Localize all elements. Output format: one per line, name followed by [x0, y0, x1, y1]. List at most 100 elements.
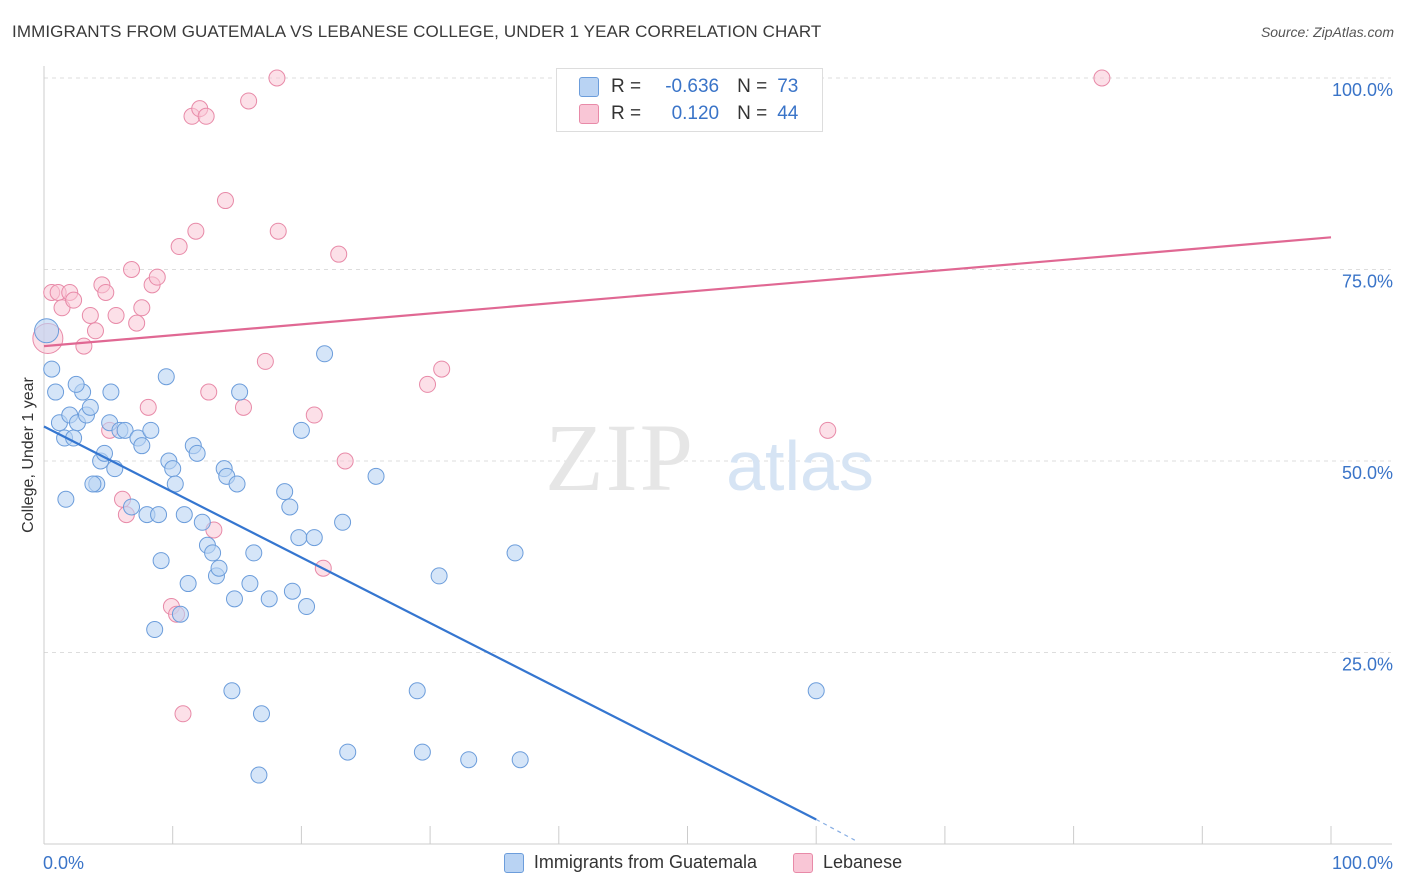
- guatemala-point: [171, 605, 189, 623]
- lebanese-point: [97, 283, 115, 301]
- y-tick-label: 100.0%: [1332, 80, 1393, 100]
- lebanese-point: [148, 268, 166, 286]
- lebanese-point: [174, 705, 192, 723]
- guatemala-point: [245, 544, 263, 562]
- guatemala-point: [34, 318, 60, 344]
- lebanese-point: [336, 452, 354, 470]
- guatemala-point: [179, 575, 197, 593]
- guatemala-point: [188, 444, 206, 462]
- lebanese-point: [65, 291, 83, 309]
- guatemala-point: [283, 582, 301, 600]
- guatemala-point: [231, 383, 249, 401]
- series-lebanese-points: [32, 69, 1111, 723]
- lebanese-point: [81, 306, 99, 324]
- lebanese-point: [187, 222, 205, 240]
- trend-lines: [43, 236, 1332, 841]
- guatemala-point: [367, 467, 385, 485]
- guatemala-trend-line: [43, 425, 817, 821]
- guatemala-point: [460, 751, 478, 769]
- guatemala-point: [166, 475, 184, 493]
- series-legend: Immigrants from Guatemala Lebanese: [0, 852, 1406, 873]
- lebanese-point: [269, 222, 287, 240]
- guatemala-point: [210, 559, 228, 577]
- lebanese-point: [234, 398, 252, 416]
- lebanese-point: [240, 92, 258, 110]
- source-credit: Source: ZipAtlas.com: [1260, 24, 1394, 40]
- guatemala-point: [193, 513, 211, 531]
- n-label: N =: [737, 103, 768, 124]
- guatemala-point: [152, 552, 170, 570]
- guatemala-point: [807, 682, 825, 700]
- x-tick-label: 0.0%: [43, 853, 84, 873]
- guatemala-point: [142, 421, 160, 439]
- chart-title: IMMIGRANTS FROM GUATEMALA VS LEBANESE CO…: [12, 22, 822, 41]
- lebanese-point: [433, 360, 451, 378]
- guatemala-point: [123, 498, 141, 516]
- stats-legend: R = -0.636 N = 73 R = 0.120 N = 44: [556, 68, 823, 132]
- guatemala-point: [430, 567, 448, 585]
- guatemala-point: [506, 544, 524, 562]
- watermark: ZIP atlas: [545, 404, 874, 511]
- guatemala-trend-extension: [815, 818, 856, 841]
- y-tick-label: 50.0%: [1342, 463, 1393, 483]
- guatemala-point: [133, 437, 151, 455]
- guatemala-point: [292, 421, 310, 439]
- lebanese-point: [133, 299, 151, 317]
- guatemala-point: [260, 590, 278, 608]
- y-tick-label: 75.0%: [1342, 272, 1393, 292]
- guatemala-point: [175, 506, 193, 524]
- tick-labels: 25.0% 50.0% 75.0% 100.0% 0.0% 100.0%: [43, 80, 1393, 873]
- guatemala-point: [81, 398, 99, 416]
- guatemala-point: [223, 682, 241, 700]
- guatemala-point: [47, 383, 65, 401]
- guatemala-point: [204, 544, 222, 562]
- lebanese-point: [216, 192, 234, 210]
- lebanese-point: [419, 375, 437, 393]
- lebanese-point: [170, 238, 188, 256]
- lebanese-point: [256, 352, 274, 370]
- lebanese-swatch: [579, 104, 599, 124]
- guatemala-point: [228, 475, 246, 493]
- guatemala-point: [164, 460, 182, 478]
- guatemala-point: [413, 743, 431, 761]
- lebanese-point: [1093, 69, 1111, 87]
- guatemala-point: [116, 421, 134, 439]
- x-tick-label: 100.0%: [1332, 853, 1393, 873]
- lebanese-point: [330, 245, 348, 263]
- guatemala-point: [290, 529, 308, 547]
- guatemala-point: [102, 383, 120, 401]
- guatemala-point: [225, 590, 243, 608]
- lebanese-point: [128, 314, 146, 332]
- guatemala-point: [157, 368, 175, 386]
- watermark-zip: ZIP: [545, 404, 695, 511]
- lebanese-point: [139, 398, 157, 416]
- lebanese-point: [107, 306, 125, 324]
- guatemala-point: [408, 682, 426, 700]
- series-guatemala-points: [34, 318, 825, 784]
- lebanese-point: [75, 337, 93, 355]
- n-value: 73: [777, 76, 799, 97]
- lebanese-trend-line: [43, 236, 1332, 348]
- lebanese-point: [86, 322, 104, 340]
- legend-item-lebanese: Lebanese: [793, 852, 902, 873]
- guatemala-point: [253, 705, 271, 723]
- legend-item-guatemala: Immigrants from Guatemala: [503, 852, 757, 873]
- guatemala-point: [43, 360, 61, 378]
- guatemala-point: [305, 529, 323, 547]
- r-value: 0.120: [671, 103, 720, 124]
- n-label: N =: [737, 76, 768, 97]
- y-axis-label: College, Under 1 year: [20, 377, 37, 533]
- y-tick-label: 25.0%: [1342, 655, 1393, 675]
- lebanese-point: [819, 421, 837, 439]
- guatemala-point: [57, 490, 75, 508]
- guatemala-point: [146, 621, 164, 639]
- lebanese-point: [197, 107, 215, 125]
- guatemala-point: [150, 506, 168, 524]
- legend-label: Immigrants from Guatemala: [533, 852, 757, 872]
- guatemala-point: [276, 483, 294, 501]
- stats-row-guatemala: R = -0.636 N = 73: [579, 75, 798, 99]
- lebanese-point: [305, 406, 323, 424]
- guatemala-point: [511, 751, 529, 769]
- guatemala-point: [334, 513, 352, 531]
- guatemala-swatch: [579, 77, 599, 97]
